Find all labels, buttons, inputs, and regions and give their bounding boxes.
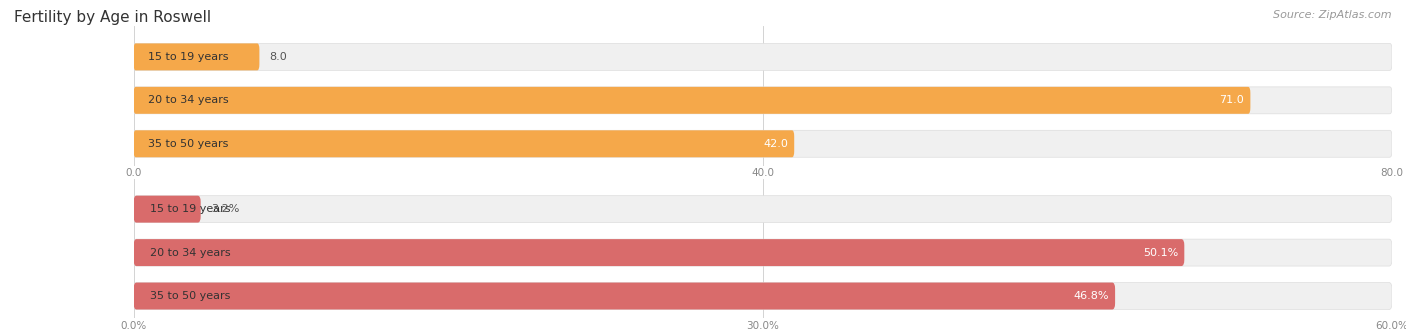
Text: 42.0: 42.0 [763,139,787,149]
FancyBboxPatch shape [134,196,1392,223]
FancyBboxPatch shape [134,43,1392,71]
FancyBboxPatch shape [134,130,1392,157]
FancyBboxPatch shape [134,87,1392,114]
Text: 71.0: 71.0 [1219,95,1244,105]
Text: 15 to 19 years: 15 to 19 years [149,204,231,214]
Text: 35 to 50 years: 35 to 50 years [148,139,228,149]
FancyBboxPatch shape [134,130,794,157]
Text: 20 to 34 years: 20 to 34 years [149,248,231,258]
Text: 20 to 34 years: 20 to 34 years [148,95,229,105]
Text: 3.2%: 3.2% [211,204,239,214]
Text: Source: ZipAtlas.com: Source: ZipAtlas.com [1274,10,1392,20]
FancyBboxPatch shape [134,87,1250,114]
Text: 8.0: 8.0 [270,52,287,62]
FancyBboxPatch shape [134,283,1392,309]
FancyBboxPatch shape [134,43,260,71]
Text: 50.1%: 50.1% [1143,248,1178,258]
FancyBboxPatch shape [134,283,1115,309]
Text: 46.8%: 46.8% [1073,291,1109,301]
FancyBboxPatch shape [134,239,1184,266]
FancyBboxPatch shape [134,196,201,223]
Text: 35 to 50 years: 35 to 50 years [149,291,231,301]
FancyBboxPatch shape [134,239,1392,266]
Text: 15 to 19 years: 15 to 19 years [148,52,229,62]
Text: Fertility by Age in Roswell: Fertility by Age in Roswell [14,10,211,25]
